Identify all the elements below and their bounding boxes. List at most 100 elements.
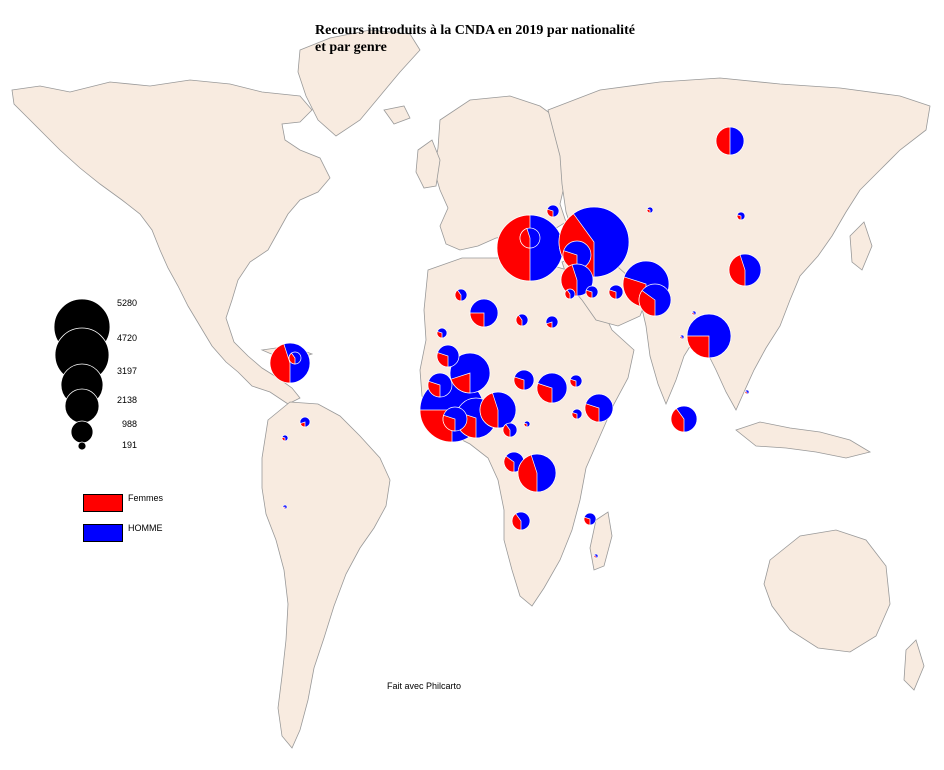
nationality-pie — [282, 504, 288, 510]
size-legend-label-5280: 5280 — [117, 298, 138, 308]
nationality-pie — [436, 327, 448, 339]
nationality-pie — [513, 369, 535, 391]
pie-women-share — [436, 331, 443, 339]
nationality-pie — [564, 288, 576, 300]
size-legend-circle — [77, 441, 87, 451]
nationality-pie — [502, 422, 518, 438]
map-title-line-1: Recours introduits à la CNDA en 2019 par… — [315, 23, 635, 38]
nationality-pie — [646, 206, 654, 214]
land-new-zealand — [903, 639, 925, 691]
land-asia — [547, 77, 931, 411]
nationality-pie — [569, 374, 583, 388]
men-color-swatch — [83, 524, 123, 542]
land-south-america — [261, 401, 391, 749]
pie-women-share — [583, 516, 591, 526]
nationality-pie — [299, 416, 311, 428]
pie-women-share — [519, 228, 531, 249]
nationality-pie — [523, 420, 531, 428]
nationality-pie — [546, 204, 560, 218]
pie-women-share — [454, 289, 462, 302]
nationality-pie — [593, 553, 599, 559]
size-legend-circle — [70, 420, 94, 444]
pie-women-share — [715, 126, 731, 156]
land-indonesia — [735, 421, 872, 459]
nationality-pie — [545, 315, 559, 329]
pie-women-share — [469, 312, 485, 328]
map-title: Recours introduits à la CNDA en 2019 par… — [315, 22, 735, 56]
size-legend-label-3197: 3197 — [117, 366, 138, 376]
land-north-america — [11, 79, 331, 405]
size-legend-label-191: 191 — [122, 440, 138, 450]
pie-women-share — [744, 390, 748, 395]
pie-women-share — [608, 289, 617, 300]
land-greenland — [297, 29, 421, 137]
nationality-pie — [515, 313, 529, 327]
nationality-pie — [585, 285, 599, 299]
pie-women-share — [569, 378, 577, 388]
nationality-pie — [517, 453, 557, 493]
nationality-pie — [536, 372, 568, 404]
men-legend-label: HOMME — [128, 523, 163, 533]
pie-women-share — [691, 311, 695, 316]
pie-women-share — [288, 352, 296, 365]
pie-women-share — [496, 214, 531, 282]
nationality-pie — [638, 283, 672, 317]
women-legend-label: Femmes — [128, 493, 164, 503]
pie-women-share — [442, 414, 456, 432]
pie-women-share — [679, 335, 683, 340]
nationality-pie — [454, 288, 468, 302]
pie-women-share — [281, 436, 286, 442]
nationality-pie — [571, 408, 583, 420]
size-legend-circle — [64, 388, 100, 424]
size-legend — [53, 298, 111, 451]
pie-women-share — [670, 407, 685, 433]
nationality-pie — [436, 344, 460, 368]
nationality-pie — [583, 512, 597, 526]
nationality-pie — [449, 352, 491, 394]
land-australia — [763, 529, 891, 653]
pie-women-share — [427, 380, 441, 398]
land-british-isles — [415, 139, 441, 189]
nationality-pie — [670, 405, 698, 433]
nationality-pie — [728, 253, 762, 287]
size-legend-label-988: 988 — [122, 419, 138, 429]
pie-women-share — [584, 403, 600, 423]
pie-women-share — [299, 421, 306, 428]
pie-layer — [269, 126, 762, 559]
nationality-pie — [608, 284, 624, 300]
land-japan — [849, 221, 873, 271]
land-layer — [11, 29, 931, 749]
nationality-pie — [511, 511, 531, 531]
pie-women-share — [503, 455, 515, 473]
nationality-pie — [427, 372, 453, 398]
pie-women-share — [564, 289, 571, 300]
pie-women-share — [728, 254, 746, 287]
pie-women-share — [282, 506, 286, 510]
nationality-pie — [686, 313, 732, 359]
nationality-pie — [288, 351, 302, 365]
nationality-pie — [479, 391, 517, 429]
nationality-pie — [736, 211, 746, 221]
pie-women-share — [479, 392, 499, 429]
land-iceland — [383, 105, 411, 125]
pie-women-share — [450, 372, 471, 394]
pie-women-share — [736, 214, 742, 221]
pie-women-share — [517, 454, 538, 493]
pie-women-share — [545, 321, 553, 329]
pie-women-share — [585, 289, 593, 299]
map-title-line-2: et par genre — [315, 40, 387, 55]
size-legend-label-2138: 2138 — [117, 395, 138, 405]
pie-women-share — [523, 422, 528, 428]
pie-women-share — [269, 343, 291, 384]
pie-women-share — [646, 208, 651, 214]
pie-women-share — [638, 290, 656, 317]
nationality-pie — [691, 310, 697, 316]
pie-women-share — [513, 376, 525, 391]
map-credit: Fait avec Philcarto — [387, 681, 462, 691]
women-color-swatch — [83, 494, 123, 512]
pie-women-share — [502, 423, 511, 438]
size-legend-label-4720: 4720 — [117, 333, 138, 343]
nationality-pie — [281, 434, 289, 442]
